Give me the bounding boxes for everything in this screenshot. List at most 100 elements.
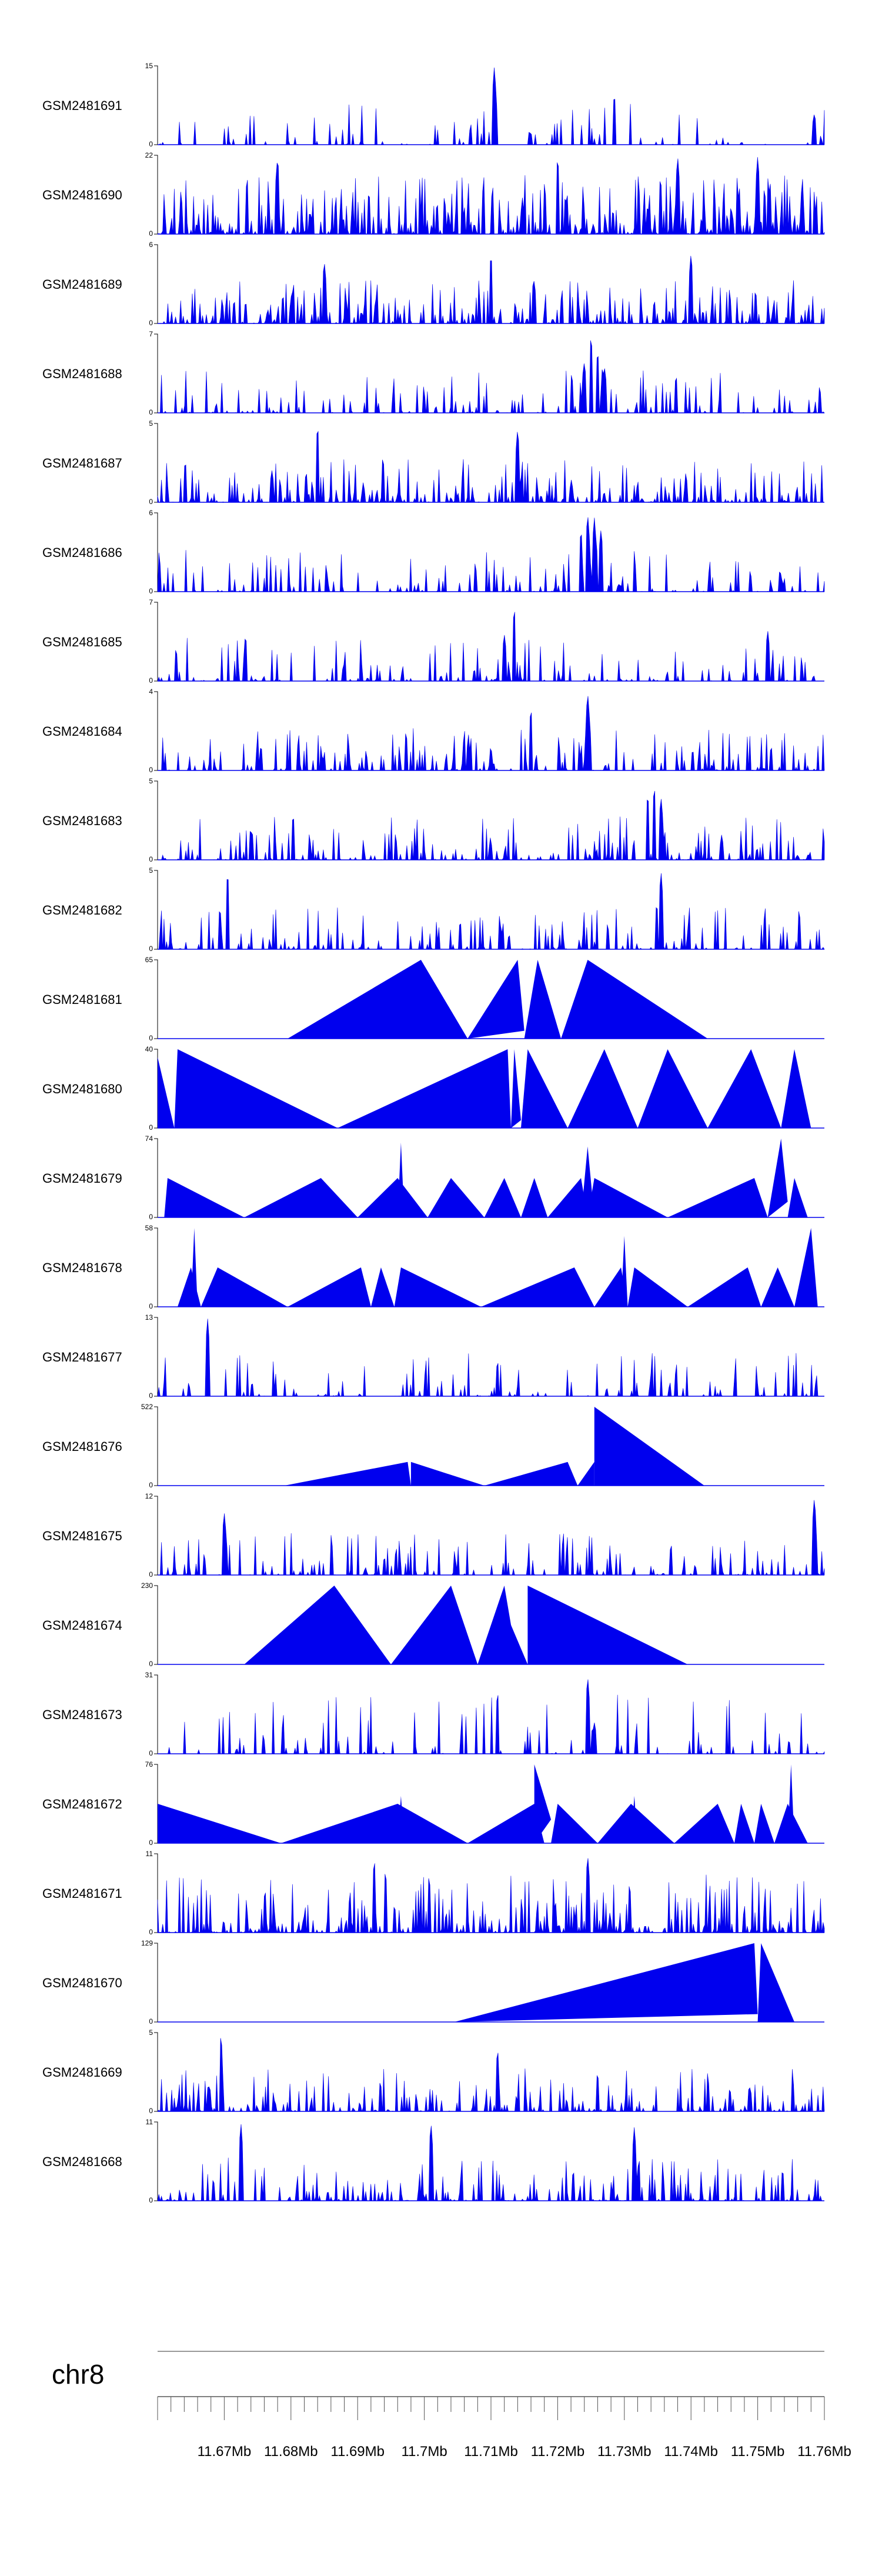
y-min-label: 0 bbox=[149, 408, 153, 416]
x-tick-label: 11.68Mb bbox=[263, 2444, 318, 2460]
y-axis bbox=[154, 1764, 158, 1844]
signal-area bbox=[158, 873, 825, 950]
signal-area bbox=[158, 1679, 825, 1754]
y-axis bbox=[154, 65, 158, 145]
signal-peak bbox=[158, 1057, 175, 1128]
signal-peak bbox=[734, 1804, 754, 1843]
signal-track bbox=[158, 1764, 808, 1843]
signal-area bbox=[158, 790, 825, 861]
signal-peak bbox=[567, 1049, 638, 1128]
y-axis bbox=[154, 244, 158, 324]
signal-area bbox=[157, 2038, 825, 2113]
x-tick-label: 11.69Mb bbox=[330, 2444, 385, 2460]
signal-area bbox=[157, 517, 825, 592]
y-max-label: 31 bbox=[145, 1671, 153, 1679]
signal-track bbox=[158, 790, 825, 861]
y-axis bbox=[154, 959, 158, 1039]
signal-peak bbox=[504, 1625, 528, 1664]
signal-track bbox=[284, 1407, 704, 1486]
signal-track bbox=[157, 2124, 824, 2202]
y-min-label: 0 bbox=[149, 945, 153, 953]
signal-peak bbox=[484, 1461, 578, 1486]
signal-peak bbox=[527, 1586, 688, 1664]
signal-area bbox=[158, 340, 825, 413]
track-label: GSM2481689 bbox=[42, 277, 122, 292]
y-axis bbox=[154, 1317, 158, 1397]
y-min-label: 0 bbox=[149, 2017, 153, 2026]
signal-peak bbox=[191, 1228, 198, 1307]
signal-track bbox=[157, 517, 825, 592]
track-label: GSM2481684 bbox=[42, 724, 122, 739]
signal-peak bbox=[454, 1943, 758, 2022]
x-tick-label: 11.71Mb bbox=[464, 2444, 518, 2460]
track-label: GSM2481680 bbox=[42, 1082, 122, 1096]
y-axis bbox=[154, 333, 158, 413]
y-max-label: 7 bbox=[149, 598, 153, 606]
track-label: GSM2481681 bbox=[42, 992, 122, 1007]
signal-peak bbox=[524, 960, 562, 1039]
signal-peak bbox=[244, 1586, 391, 1664]
y-axis bbox=[154, 1585, 158, 1665]
signal-track bbox=[158, 696, 825, 771]
signal-peak bbox=[521, 1178, 548, 1217]
signal-area bbox=[157, 431, 824, 503]
y-min-label: 0 bbox=[149, 1481, 153, 1489]
track-label: GSM2481683 bbox=[42, 813, 122, 828]
track-label: GSM2481686 bbox=[42, 545, 122, 560]
signal-peak bbox=[547, 1178, 588, 1217]
signal-track bbox=[157, 431, 824, 503]
signal-peak bbox=[551, 1804, 598, 1843]
signal-area bbox=[157, 2124, 824, 2202]
track-label: GSM2481674 bbox=[42, 1618, 122, 1633]
y-axis bbox=[154, 1227, 158, 1307]
signal-track bbox=[157, 1319, 824, 1397]
y-min-label: 0 bbox=[149, 319, 153, 327]
x-tick-label: 11.67Mb bbox=[197, 2444, 252, 2460]
chromosome-label: chr8 bbox=[52, 2359, 105, 2390]
y-max-label: 11 bbox=[145, 1850, 153, 1858]
y-axis bbox=[154, 870, 158, 950]
y-max-label: 74 bbox=[145, 1134, 153, 1143]
signal-peak bbox=[427, 1178, 485, 1217]
y-max-label: 11 bbox=[145, 2118, 153, 2126]
signal-track bbox=[454, 1943, 794, 2022]
track-label: GSM2481672 bbox=[42, 1797, 122, 1811]
y-max-label: 7 bbox=[149, 330, 153, 338]
signal-track bbox=[158, 255, 825, 325]
y-min-label: 0 bbox=[149, 1660, 153, 1668]
y-max-label: 522 bbox=[141, 1403, 153, 1411]
y-axis bbox=[154, 1674, 158, 1754]
y-max-label: 65 bbox=[145, 956, 153, 964]
signal-peak bbox=[244, 1178, 358, 1217]
signal-peak bbox=[284, 1461, 411, 1486]
signal-area bbox=[158, 255, 825, 325]
signal-peak bbox=[787, 1764, 794, 1843]
y-min-label: 0 bbox=[149, 229, 153, 238]
signal-peak bbox=[370, 1267, 395, 1307]
signal-peak bbox=[761, 1267, 794, 1307]
y-max-label: 13 bbox=[145, 1313, 153, 1322]
y-min-label: 0 bbox=[149, 498, 153, 506]
signal-area bbox=[158, 67, 825, 145]
y-axis bbox=[154, 602, 158, 682]
y-max-label: 4 bbox=[149, 688, 153, 696]
y-axis bbox=[154, 423, 158, 503]
signal-peak bbox=[637, 1049, 708, 1128]
track-label: GSM2481688 bbox=[42, 366, 122, 381]
y-min-label: 0 bbox=[149, 1123, 153, 1132]
signal-peak bbox=[158, 1804, 281, 1843]
signal-peak bbox=[674, 1804, 734, 1843]
signal-peak bbox=[594, 1267, 628, 1307]
y-axis bbox=[154, 1943, 158, 2023]
signal-track bbox=[158, 1049, 811, 1128]
signal-track bbox=[164, 1139, 808, 1217]
signal-peak bbox=[667, 1178, 768, 1217]
signal-peak bbox=[627, 1267, 688, 1307]
y-min-label: 0 bbox=[149, 1570, 153, 1579]
y-axis bbox=[154, 780, 158, 860]
signal-peak bbox=[358, 1178, 428, 1217]
signal-track bbox=[157, 157, 825, 235]
track-label: GSM2481678 bbox=[42, 1260, 122, 1275]
x-tick-label: 11.73Mb bbox=[597, 2444, 652, 2460]
